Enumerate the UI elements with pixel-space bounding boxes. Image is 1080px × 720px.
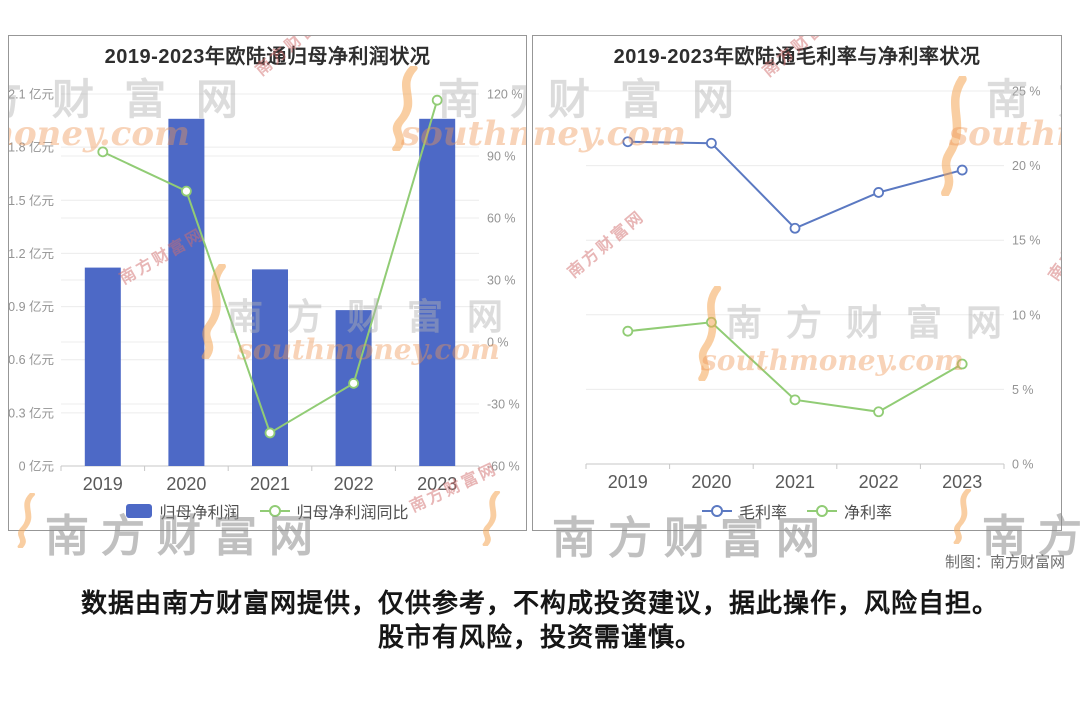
data-point-2019 <box>622 325 634 337</box>
right-axis-tick-label: 0 % <box>1012 458 1034 472</box>
disclaimer-line-2: 股市有风险，投资需谨慎。 <box>377 622 702 652</box>
legend-label: 净利率 <box>844 505 893 522</box>
left-axis-tick-label: 0.9 亿元 <box>9 299 54 314</box>
data-point-2020 <box>705 137 717 149</box>
chart-panel-net-profit: 2019-2023年欧陆通归母净利润状况 0 亿元 0.3 亿元 0.6 亿元 0.9… <box>8 35 527 531</box>
line-series <box>627 140 963 230</box>
legend-label: 归母净利润 <box>159 505 240 522</box>
data-point-2023 <box>431 94 443 106</box>
left-axis-tick-label: 1.5 亿元 <box>9 193 54 208</box>
legend-label: 毛利率 <box>738 505 787 522</box>
x-axis-label: 2023 <box>417 474 457 494</box>
x-axis-label: 2019 <box>608 472 648 492</box>
x-axis-label: 2019 <box>83 474 123 494</box>
legend-item-gross-margin: 毛利率 <box>701 499 787 523</box>
right-axis-tick-label: 5 % <box>1012 383 1034 397</box>
right-axis-tick-label: 60 % <box>487 212 516 226</box>
x-axis-label: 2020 <box>166 474 206 494</box>
right-axis-tick-label: -30 % <box>487 398 520 412</box>
legend-item-net-margin: 净利率 <box>807 499 892 523</box>
right-axis-tick-label: 15 % <box>1012 234 1041 248</box>
right-axis-tick-label: 10 % <box>1012 308 1041 322</box>
x-axis-label: 2022 <box>859 472 899 492</box>
data-point-2021 <box>789 222 801 234</box>
legend-item-net-profit-yoy: 归母净利润同比 <box>259 499 409 523</box>
x-axis-label: 2020 <box>691 472 731 492</box>
right-axis-tick-label: -60 % <box>487 460 520 474</box>
margins-chart: 0 % 5 % 10 % 15 % 20 % 25 % 2019 2020 2021 2022 20… <box>585 85 1041 492</box>
left-axis-tick-label: 1.2 亿元 <box>9 246 54 261</box>
x-axis-label: 2022 <box>334 474 374 494</box>
data-point-2022 <box>348 377 360 389</box>
bar-swatch-icon <box>126 504 153 518</box>
x-axis-label: 2023 <box>942 472 982 492</box>
legend-net-profit: 归母净利润 归母净利润同比 <box>9 499 526 523</box>
right-axis-tick-label: 120 % <box>487 88 522 102</box>
right-axis-tick-label: 0 % <box>487 336 509 350</box>
left-axis-tick-label: 0.6 亿元 <box>9 352 54 367</box>
line-swatch-icon <box>701 504 732 518</box>
data-point-2020 <box>705 316 717 328</box>
left-axis-tick-label: 0.3 亿元 <box>9 405 54 420</box>
right-axis-tick-label: 90 % <box>487 150 516 164</box>
data-point-2021 <box>789 394 801 406</box>
right-axis-tick-label: 25 % <box>1012 85 1041 99</box>
bar-2019 <box>84 267 121 466</box>
bar-2020 <box>168 118 205 467</box>
data-point-2022 <box>873 406 885 418</box>
data-point-2023 <box>956 164 968 176</box>
data-point-2023 <box>956 358 968 370</box>
left-axis-tick-label: 1.8 亿元 <box>9 140 54 155</box>
left-axis-tick-label: 0 亿元 <box>19 459 54 474</box>
chart-title-net-profit: 2019-2023年欧陆通归母净利润状况 <box>104 46 431 68</box>
right-axis-tick-label: 20 % <box>1012 159 1041 173</box>
data-point-2019 <box>97 146 109 158</box>
legend-label: 归母净利润同比 <box>296 505 409 522</box>
legend-item-net-profit: 归母净利润 <box>126 499 240 523</box>
net-profit-chart: 0 亿元 0.3 亿元 0.6 亿元 0.9 亿元 1.2 亿元 1.5 亿元 1.8 亿元… <box>9 87 522 495</box>
chart-title-margins: 2019-2023年欧陆通毛利率与净利率状况 <box>613 46 981 68</box>
legend-margins: 毛利率 净利率 <box>533 499 1061 523</box>
bar-2023 <box>419 118 456 467</box>
chart-panel-margins: 2019-2023年欧陆通毛利率与净利率状况 0 % 5 % 10 % 15 % 20 … <box>532 35 1062 531</box>
data-point-2022 <box>873 187 885 198</box>
line-swatch-icon <box>259 504 290 518</box>
line-swatch-icon <box>807 504 837 518</box>
disclaimer-line-1: 数据由南方财富网提供，仅供参考，不构成投资建议，据此操作，风险自担。 <box>80 588 999 618</box>
left-axis-tick-label: 2.1 亿元 <box>9 87 54 102</box>
chart-credit: 制图：南方财富网 <box>944 554 1065 571</box>
data-point-2021 <box>264 427 276 439</box>
data-point-2020 <box>180 185 192 197</box>
data-point-2019 <box>622 136 634 148</box>
x-axis-label: 2021 <box>775 472 815 492</box>
x-axis-label: 2021 <box>250 474 290 494</box>
right-axis-tick-label: 30 % <box>487 274 516 288</box>
